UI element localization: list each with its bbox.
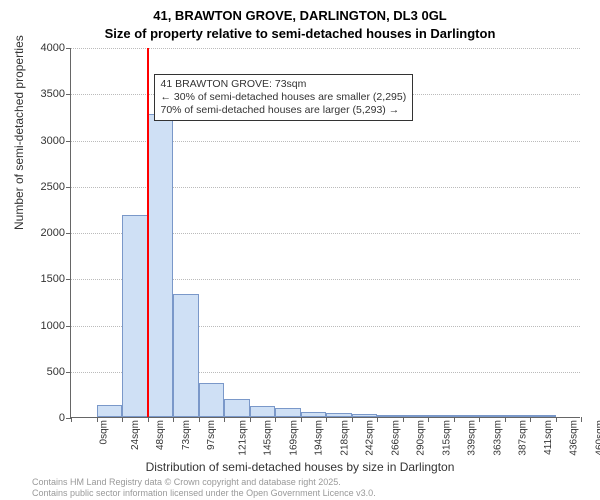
- histogram-bar: [301, 412, 327, 417]
- histogram-bar: [454, 415, 480, 417]
- histogram-bar: [352, 414, 378, 417]
- x-tick-mark: [505, 417, 506, 422]
- x-tick-label: 0sqm: [98, 420, 109, 444]
- y-tick-label: 2000: [15, 227, 65, 239]
- footer-line2: Contains public sector information licen…: [32, 488, 376, 498]
- histogram-bar: [505, 415, 531, 417]
- y-tick-label: 4000: [15, 42, 65, 54]
- y-tick-label: 500: [15, 366, 65, 378]
- y-tick-label: 0: [15, 412, 65, 424]
- y-tick-label: 3000: [15, 135, 65, 147]
- x-tick-mark: [71, 417, 72, 422]
- x-tick-mark: [479, 417, 480, 422]
- annotation-line2: ← 30% of semi-detached houses are smalle…: [161, 91, 407, 104]
- x-tick-mark: [326, 417, 327, 422]
- y-tick-mark: [66, 372, 71, 373]
- footer-attribution: Contains HM Land Registry data © Crown c…: [32, 477, 376, 498]
- y-axis-title: Number of semi-detached properties: [12, 35, 26, 230]
- x-tick-mark: [122, 417, 123, 422]
- x-tick-mark: [556, 417, 557, 422]
- x-tick-label: 73sqm: [181, 420, 192, 450]
- x-tick-mark: [581, 417, 582, 422]
- x-tick-label: 218sqm: [339, 420, 350, 456]
- x-tick-label: 169sqm: [288, 420, 299, 456]
- x-tick-mark: [97, 417, 98, 422]
- chart-container: 41, BRAWTON GROVE, DARLINGTON, DL3 0GL S…: [0, 0, 600, 500]
- x-tick-label: 194sqm: [314, 420, 325, 456]
- x-tick-mark: [403, 417, 404, 422]
- x-tick-mark: [352, 417, 353, 422]
- annotation-line3: 70% of semi-detached houses are larger (…: [161, 104, 407, 117]
- y-tick-mark: [66, 48, 71, 49]
- chart-title-line1: 41, BRAWTON GROVE, DARLINGTON, DL3 0GL: [0, 8, 600, 23]
- y-tick-mark: [66, 233, 71, 234]
- x-tick-mark: [301, 417, 302, 422]
- x-tick-mark: [377, 417, 378, 422]
- y-tick-mark: [66, 141, 71, 142]
- y-tick-label: 1500: [15, 273, 65, 285]
- y-tick-label: 3500: [15, 88, 65, 100]
- y-tick-mark: [66, 326, 71, 327]
- x-tick-mark: [428, 417, 429, 422]
- histogram-bar: [377, 415, 403, 417]
- x-tick-label: 24sqm: [130, 420, 141, 450]
- histogram-bar: [326, 413, 352, 417]
- y-tick-mark: [66, 187, 71, 188]
- annotation-box: 41 BRAWTON GROVE: 73sqm← 30% of semi-det…: [154, 74, 414, 121]
- x-tick-label: 242sqm: [365, 420, 376, 456]
- x-tick-label: 145sqm: [263, 420, 274, 456]
- x-axis-title: Distribution of semi-detached houses by …: [0, 460, 600, 474]
- histogram-bar: [428, 415, 454, 417]
- x-tick-mark: [530, 417, 531, 422]
- x-tick-mark: [224, 417, 225, 422]
- x-tick-mark: [173, 417, 174, 422]
- y-tick-label: 2500: [15, 181, 65, 193]
- y-tick-label: 1000: [15, 320, 65, 332]
- x-tick-label: 411sqm: [542, 420, 553, 455]
- property-marker-line: [147, 48, 149, 417]
- x-tick-label: 97sqm: [206, 420, 217, 450]
- histogram-bar: [275, 408, 301, 417]
- histogram-bar: [250, 406, 276, 417]
- x-tick-mark: [148, 417, 149, 422]
- x-tick-label: 363sqm: [492, 420, 503, 456]
- x-tick-label: 266sqm: [390, 420, 401, 456]
- plot-area: 41 BRAWTON GROVE: 73sqm← 30% of semi-det…: [70, 48, 580, 418]
- x-tick-label: 436sqm: [569, 420, 580, 456]
- histogram-bar: [403, 415, 429, 417]
- x-tick-mark: [275, 417, 276, 422]
- x-tick-mark: [250, 417, 251, 422]
- y-tick-mark: [66, 279, 71, 280]
- histogram-bar: [199, 383, 225, 417]
- footer-line1: Contains HM Land Registry data © Crown c…: [32, 477, 376, 487]
- y-tick-mark: [66, 94, 71, 95]
- x-tick-mark: [199, 417, 200, 422]
- x-tick-mark: [454, 417, 455, 422]
- x-tick-label: 121sqm: [237, 420, 248, 456]
- x-tick-label: 460sqm: [594, 420, 600, 456]
- x-tick-label: 387sqm: [518, 420, 529, 456]
- x-tick-label: 290sqm: [416, 420, 427, 456]
- x-tick-label: 315sqm: [441, 420, 452, 456]
- annotation-line1: 41 BRAWTON GROVE: 73sqm: [161, 78, 407, 91]
- histogram-bar: [97, 405, 123, 417]
- histogram-bar: [173, 294, 199, 417]
- x-tick-label: 48sqm: [155, 420, 166, 450]
- histogram-bar: [479, 415, 505, 417]
- x-tick-label: 339sqm: [467, 420, 478, 456]
- histogram-bar: [148, 114, 174, 417]
- histogram-bar: [530, 415, 556, 417]
- histogram-bar: [122, 215, 148, 417]
- histogram-bar: [224, 399, 250, 418]
- chart-title-line2: Size of property relative to semi-detach…: [0, 26, 600, 41]
